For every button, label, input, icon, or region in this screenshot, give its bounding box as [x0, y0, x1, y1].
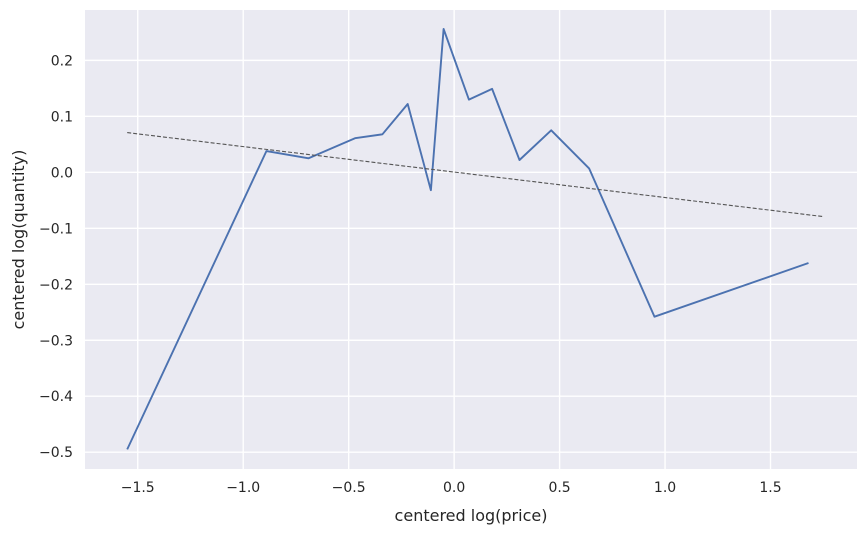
- x-tick-label: 1.0: [654, 480, 676, 496]
- x-tick-label: −1.0: [226, 480, 260, 496]
- x-tick-label: 0.0: [443, 480, 465, 496]
- grid-lines: [85, 10, 857, 469]
- y-tick-label: −0.5: [39, 445, 73, 461]
- x-tick-label: −0.5: [332, 480, 366, 496]
- series-layer: [126, 28, 824, 450]
- plot-background: [85, 10, 857, 469]
- y-tick-label: −0.1: [39, 221, 73, 237]
- x-tick-label: 0.5: [548, 480, 570, 496]
- y-tick-label: −0.3: [39, 333, 73, 349]
- trend-line: [127, 132, 824, 218]
- x-axis-label: centered log(price): [395, 506, 548, 525]
- data-series-line: [126, 28, 809, 450]
- y-axis-label: centered log(quantity): [9, 150, 28, 330]
- y-tick-label: 0.1: [51, 109, 73, 125]
- y-tick-label: 0.2: [51, 53, 73, 69]
- y-tick-label: −0.4: [39, 389, 73, 405]
- x-tick-label: 1.5: [759, 480, 781, 496]
- y-tick-label: 0.0: [51, 165, 73, 181]
- x-tick-label: −1.5: [121, 480, 155, 496]
- y-tick-label: −0.2: [39, 277, 73, 293]
- tick-labels: −1.5 −1.0 −0.5 0.0 0.5 1.0 1.5 0.2 0.1 0.0 −0.1 −0.…: [39, 53, 782, 496]
